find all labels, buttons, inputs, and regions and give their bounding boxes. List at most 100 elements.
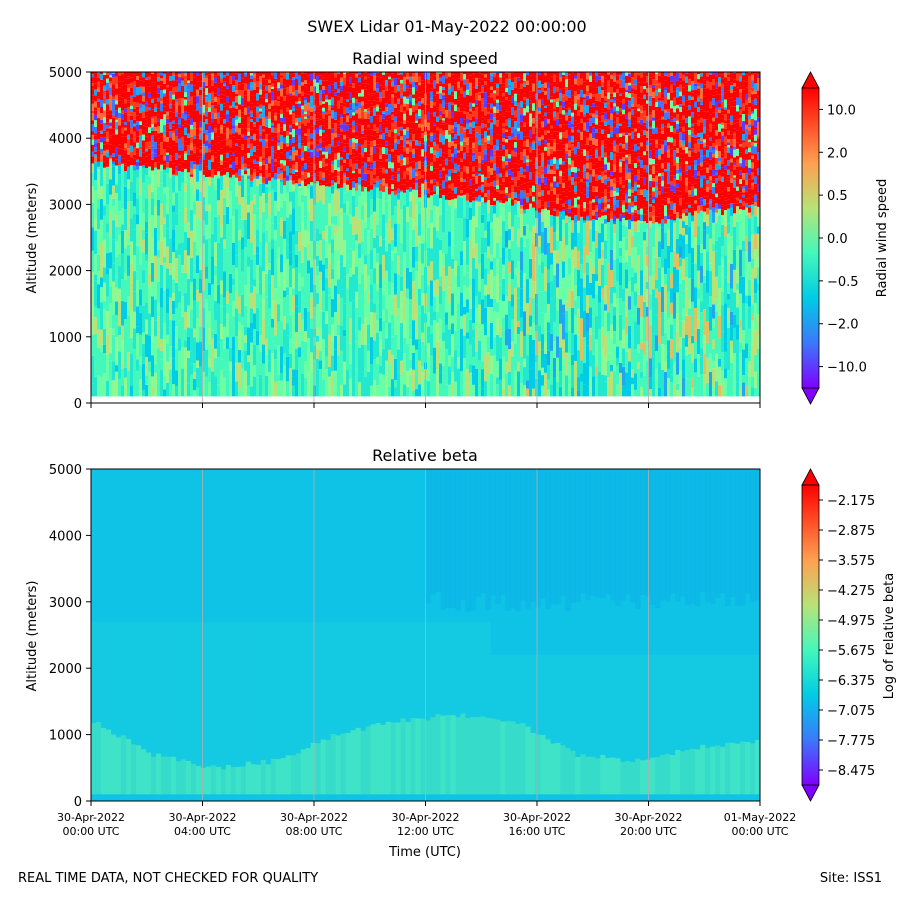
wind-cell <box>328 186 332 204</box>
wind-cell <box>364 202 368 222</box>
wind-cell <box>184 292 188 312</box>
wind-cell <box>274 120 278 128</box>
wind-cell <box>487 83 491 89</box>
wind-cell <box>124 377 128 397</box>
wind-cell <box>493 379 497 397</box>
wind-cell <box>118 148 122 155</box>
wind-cell <box>250 116 254 120</box>
wind-cell <box>181 265 185 273</box>
wind-cell <box>427 197 431 219</box>
wind-cell <box>403 204 407 226</box>
wind-cell <box>310 101 314 108</box>
wind-cell <box>127 315 131 338</box>
wind-cell <box>100 93 104 101</box>
wind-cell <box>292 268 296 289</box>
wind-cell <box>451 258 455 269</box>
wind-cell <box>472 130 476 135</box>
wind-cell <box>313 307 317 318</box>
wind-cell <box>460 328 464 344</box>
wind-cell <box>277 88 281 91</box>
wind-cell <box>175 250 179 259</box>
wind-cell <box>397 274 401 294</box>
wind-cell <box>115 256 119 277</box>
wind-cell <box>391 151 395 158</box>
wind-cell <box>271 327 275 342</box>
wind-cell <box>172 192 176 206</box>
wind-cell <box>343 122 347 125</box>
wind-cell <box>175 225 179 251</box>
wind-cell <box>502 184 506 188</box>
wind-cell <box>127 97 131 101</box>
wind-cell <box>145 141 149 150</box>
wind-cell <box>271 89 275 92</box>
wind-cell <box>283 165 287 171</box>
wind-cell <box>334 215 338 226</box>
wind-cell <box>391 86 395 92</box>
wind-cell <box>340 165 344 171</box>
wind-cell <box>130 218 134 242</box>
wind-cell <box>214 82 218 88</box>
wind-cell <box>94 306 98 318</box>
wind-cell <box>238 240 242 255</box>
wind-cell <box>325 89 329 95</box>
wind-cell <box>415 182 419 191</box>
wind-cell <box>325 240 329 258</box>
wind-cell <box>370 115 374 123</box>
wind-cell <box>460 72 464 74</box>
wind-cell <box>97 229 101 255</box>
wind-cell <box>406 298 410 327</box>
wind-cell <box>433 123 437 126</box>
wind-cell <box>166 72 170 78</box>
wind-cell <box>463 166 467 172</box>
wind-cell <box>181 91 185 99</box>
wind-cell <box>115 315 119 325</box>
wind-cell <box>163 73 167 78</box>
wind-cell <box>130 201 134 219</box>
wind-cell <box>379 288 383 312</box>
wind-cell <box>103 282 107 301</box>
wind-cell <box>220 110 224 118</box>
wind-cell <box>235 255 239 268</box>
wind-cell <box>430 177 434 180</box>
wind-cell <box>232 155 236 162</box>
wind-cell <box>304 126 308 134</box>
wind-cell <box>472 184 476 193</box>
wind-cell <box>439 276 443 286</box>
wind-cell <box>403 370 407 385</box>
wind-cell <box>148 118 152 125</box>
wind-cell <box>271 122 275 126</box>
wind-cell <box>337 114 341 122</box>
wind-cell <box>454 261 458 277</box>
wind-cell <box>112 281 116 301</box>
wind-cell <box>145 111 149 117</box>
wind-cell <box>388 92 392 100</box>
wind-cell <box>157 101 161 109</box>
wind-cell <box>496 258 500 275</box>
wind-cell <box>331 146 335 152</box>
wind-cell <box>211 338 215 348</box>
wind-cell <box>229 94 233 99</box>
wind-cell <box>274 87 278 93</box>
wind-cell <box>418 360 422 385</box>
wind-cell <box>91 355 95 384</box>
wind-cell <box>331 223 335 240</box>
wind-cell <box>277 381 281 397</box>
wind-cell <box>280 168 284 171</box>
wind-cell <box>235 93 239 97</box>
wind-cell <box>466 83 470 90</box>
wind-cell <box>472 178 476 185</box>
wind-cell <box>478 168 482 171</box>
wind-cell <box>217 259 221 285</box>
wind-cell <box>340 90 344 98</box>
wind-cell <box>202 181 206 198</box>
wind-cell <box>364 72 368 77</box>
wind-cell <box>103 309 107 330</box>
wind-cell <box>94 133 98 136</box>
wind-cell <box>304 72 308 74</box>
wind-cell <box>415 225 419 247</box>
wind-cell <box>322 290 326 312</box>
wind-cell <box>334 273 338 286</box>
wind-cell <box>451 74 455 79</box>
wind-cell <box>130 353 134 379</box>
wind-cell <box>478 100 482 108</box>
